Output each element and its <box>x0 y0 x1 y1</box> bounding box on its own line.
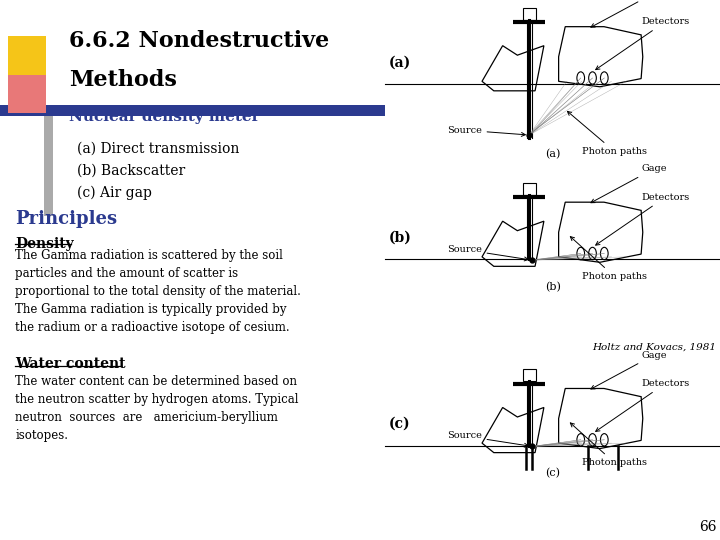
FancyBboxPatch shape <box>45 114 53 216</box>
Text: Detectors: Detectors <box>595 17 689 70</box>
Text: Photon paths: Photon paths <box>570 237 647 281</box>
Text: Water content: Water content <box>15 357 126 372</box>
Polygon shape <box>482 46 544 91</box>
Text: The Gamma radiation is scattered by the soil
particles and the amount of scatter: The Gamma radiation is scattered by the … <box>15 249 301 334</box>
Text: (a): (a) <box>389 55 411 69</box>
Text: 6.6.2 Nondestructive: 6.6.2 Nondestructive <box>69 30 330 52</box>
FancyBboxPatch shape <box>0 105 385 116</box>
Text: (b) Backscatter: (b) Backscatter <box>77 164 185 178</box>
Circle shape <box>600 434 608 446</box>
Circle shape <box>600 247 608 260</box>
Text: (c): (c) <box>545 468 560 478</box>
Text: (c) Air gap: (c) Air gap <box>77 185 152 200</box>
Polygon shape <box>559 388 643 449</box>
Text: (a) Direct transmission: (a) Direct transmission <box>77 142 240 156</box>
Text: (a): (a) <box>545 149 560 159</box>
Text: Source: Source <box>446 245 528 261</box>
Circle shape <box>589 434 596 446</box>
FancyBboxPatch shape <box>523 8 536 19</box>
FancyBboxPatch shape <box>523 369 536 381</box>
Text: (b): (b) <box>545 282 561 292</box>
Text: Photon paths: Photon paths <box>567 111 647 156</box>
Text: The water content can be determined based on
the neutron scatter by hydrogen ato: The water content can be determined base… <box>15 375 299 442</box>
FancyBboxPatch shape <box>8 75 46 113</box>
FancyBboxPatch shape <box>8 36 46 75</box>
Text: Gage: Gage <box>591 350 667 389</box>
Polygon shape <box>559 202 643 262</box>
Polygon shape <box>482 408 544 453</box>
Polygon shape <box>482 221 544 266</box>
Text: Source: Source <box>446 126 526 137</box>
Text: Principles: Principles <box>15 210 117 227</box>
Circle shape <box>600 72 608 84</box>
Circle shape <box>577 247 585 260</box>
Circle shape <box>589 247 596 260</box>
Text: Methods: Methods <box>69 69 177 91</box>
Text: Photon paths: Photon paths <box>570 423 647 468</box>
Polygon shape <box>559 26 643 87</box>
Text: Nuclear density meter: Nuclear density meter <box>69 110 260 124</box>
Text: Detectors: Detectors <box>595 193 689 245</box>
Circle shape <box>577 434 585 446</box>
Text: Gage: Gage <box>591 164 667 202</box>
Text: Gage: Gage <box>591 0 667 27</box>
Circle shape <box>577 72 585 84</box>
Circle shape <box>589 72 596 84</box>
Text: 66: 66 <box>699 519 716 534</box>
Text: Detectors: Detectors <box>595 379 689 431</box>
Text: Source: Source <box>446 431 528 447</box>
Text: (c): (c) <box>389 417 410 431</box>
Text: (b): (b) <box>389 231 411 245</box>
Text: Holtz and Kovacs, 1981: Holtz and Kovacs, 1981 <box>593 343 716 352</box>
FancyBboxPatch shape <box>523 183 536 195</box>
Text: Density: Density <box>15 237 74 251</box>
